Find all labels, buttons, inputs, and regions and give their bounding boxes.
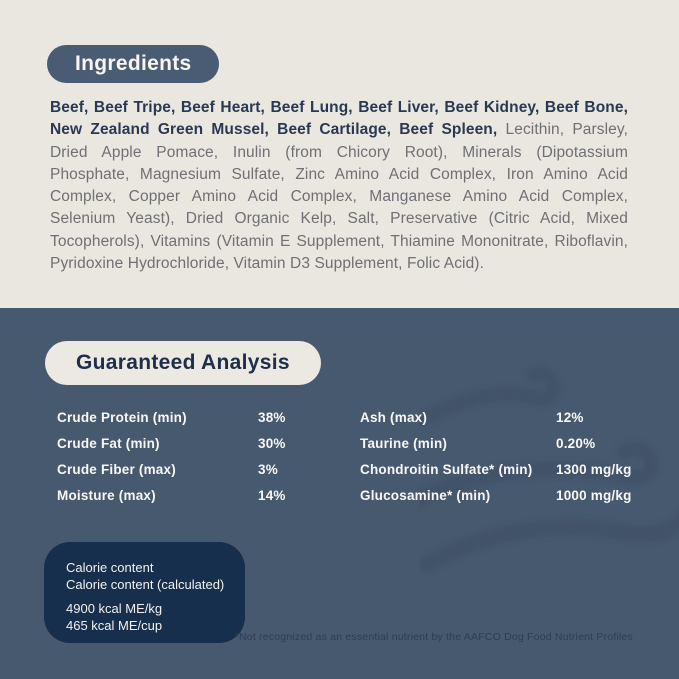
nutrient-value: 12% [556,409,584,425]
nutrient-label: Glucosamine* (min) [360,487,491,503]
nutrient-label: Crude Protein (min) [57,409,187,425]
nutrient-label: Chondroitin Sulfate* (min) [360,461,533,477]
table-row: Chondroitin Sulfate* (min) 1300 mg/kg [360,456,635,482]
calorie-content-box: Calorie content Calorie content (calcula… [44,542,245,643]
calorie-content-subtitle: Calorie content (calculated) [66,577,225,592]
guaranteed-analysis-section: Guaranteed Analysis Crude Protein (min) … [0,308,679,679]
table-row: Moisture (max) 14% [57,482,360,508]
nutrient-value: 30% [258,435,286,451]
ingredients-paragraph: Beef, Beef Tripe, Beef Heart, Beef Lung,… [50,97,628,275]
ingredients-primary-list: Beef, Beef Tripe, Beef Heart, Beef Lung,… [50,99,628,139]
table-row: Ash (max) 12% [360,404,635,430]
table-row: Glucosamine* (min) 1000 mg/kg [360,482,635,508]
aafco-footnote: *Not recognized as an essential nutrient… [234,631,633,643]
guaranteed-analysis-header-pill: Guaranteed Analysis [45,341,321,385]
calorie-content-title: Calorie content [66,560,154,575]
calorie-kcal-per-kg: 4900 kcal ME/kg [66,601,163,616]
nutrient-value: 38% [258,409,286,425]
calorie-kcal-per-cup: 465 kcal ME/cup [66,618,163,633]
nutrient-value: 1000 mg/kg [556,487,632,503]
ingredients-header: Ingredients [75,52,192,75]
nutrient-label: Moisture (max) [57,487,156,503]
ingredients-secondary-list: Lecithin, Parsley, Dried Apple Pomace, I… [50,121,628,273]
table-row: Taurine (min) 0.20% [360,430,635,456]
ingredients-section: Ingredients Beef, Beef Tripe, Beef Heart… [0,0,679,308]
analysis-column-left: Crude Protein (min) 38% Crude Fat (min) … [57,404,360,508]
table-row: Crude Fiber (max) 3% [57,456,360,482]
nutrient-value: 1300 mg/kg [556,461,632,477]
guaranteed-analysis-table: Crude Protein (min) 38% Crude Fat (min) … [57,404,635,508]
ingredients-header-pill: Ingredients [47,45,220,83]
nutrient-label: Crude Fiber (max) [57,461,176,477]
table-row: Crude Fat (min) 30% [57,430,360,456]
nutrient-label: Ash (max) [360,409,428,425]
analysis-column-right: Ash (max) 12% Taurine (min) 0.20% Chondr… [360,404,635,508]
nutrient-label: Crude Fat (min) [57,435,160,451]
nutrient-value: 0.20% [556,435,596,451]
nutrient-value: 14% [258,487,286,503]
nutrient-label: Taurine (min) [360,435,448,451]
guaranteed-analysis-header: Guaranteed Analysis [76,351,290,374]
table-row: Crude Protein (min) 38% [57,404,360,430]
nutrient-value: 3% [258,461,278,477]
